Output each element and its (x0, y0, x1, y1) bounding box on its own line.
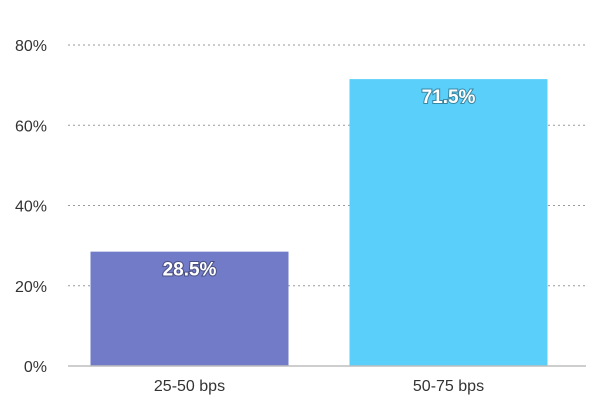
data-label-1: 28.5% (163, 260, 217, 281)
y-tick-label: 0% (24, 359, 47, 376)
x-tick-label: 50-75 bps (413, 378, 484, 395)
x-tick-label: 25-50 bps (154, 378, 225, 395)
data-labels: 28.5% 71.5% (162, 86, 477, 282)
y-tick-label: 20% (15, 279, 47, 296)
y-axis-ticks: 0% 20% 40% 60% 80% (15, 38, 47, 376)
y-tick-label: 60% (15, 118, 47, 135)
bar-2 (349, 79, 548, 366)
bar-1 (90, 251, 289, 366)
y-tick-label: 80% (15, 38, 47, 55)
bars (90, 79, 548, 366)
y-tick-label: 40% (15, 199, 47, 216)
x-axis-labels: 25-50 bps 50-75 bps (154, 378, 484, 395)
data-label-2: 71.5% (422, 87, 476, 108)
